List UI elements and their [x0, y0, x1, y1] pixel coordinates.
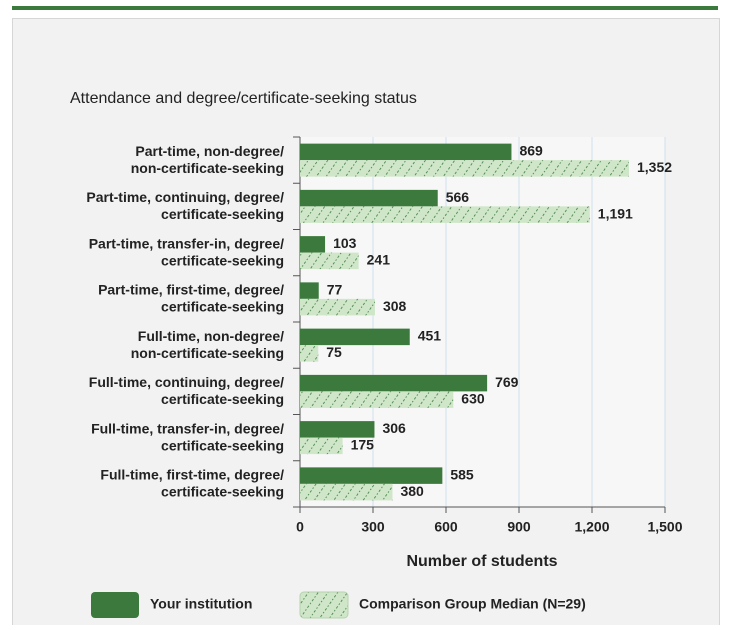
bar [300, 160, 629, 177]
bar [300, 328, 410, 346]
bar [300, 189, 438, 207]
bar [300, 391, 454, 408]
legend-swatch [91, 592, 139, 618]
y-tick-label: Part-time, continuing, degree/ [86, 189, 284, 205]
value-label: 1,191 [598, 205, 633, 221]
y-tick-label: certificate-seeking [161, 206, 284, 222]
value-label: 77 [327, 281, 343, 297]
bar [300, 421, 375, 438]
bar [300, 374, 488, 392]
y-tick-label: non-certificate-seeking [131, 160, 284, 176]
y-tick-label: Part-time, transfer-in, degree/ [89, 235, 284, 251]
x-tick-label: 300 [361, 519, 385, 535]
value-label: 380 [400, 483, 424, 499]
value-label: 308 [383, 298, 407, 314]
y-tick-label: certificate-seeking [161, 252, 284, 268]
y-tick-label: certificate-seeking [161, 299, 284, 315]
x-tick-label: 1,500 [647, 519, 682, 535]
y-tick-label: Full-time, non-degree/ [138, 328, 284, 344]
x-axis-label: Number of students [406, 553, 557, 570]
value-label: 175 [351, 437, 375, 453]
bar [300, 206, 590, 223]
bar [300, 298, 375, 316]
chart-title: Attendance and degree/certificate-seekin… [70, 90, 417, 107]
value-label: 75 [326, 344, 342, 360]
legend-label: Comparison Group Median (N=29) [359, 596, 586, 612]
y-tick-label: Part-time, first-time, degree/ [98, 282, 284, 298]
value-label: 103 [333, 235, 357, 251]
bar [300, 345, 319, 362]
value-label: 241 [367, 252, 391, 268]
legend-swatch [299, 591, 349, 619]
y-tick-label: Full-time, first-time, degree/ [100, 467, 284, 483]
value-label: 306 [382, 420, 406, 436]
y-tick-label: certificate-seeking [161, 484, 284, 500]
y-tick-label: Part-time, non-degree/ [135, 143, 284, 159]
value-label: 869 [519, 143, 543, 159]
value-label: 451 [418, 328, 442, 344]
y-tick-label: non-certificate-seeking [131, 345, 284, 361]
value-label: 585 [450, 466, 474, 482]
value-label: 1,352 [637, 159, 672, 175]
y-tick-label: certificate-seeking [161, 391, 284, 407]
bar [300, 252, 359, 270]
top-rule [12, 6, 718, 10]
bar [300, 143, 512, 161]
y-tick-label: Full-time, continuing, degree/ [89, 374, 284, 390]
value-label: 566 [446, 189, 470, 205]
value-label: 630 [461, 390, 485, 406]
x-tick-label: 900 [507, 519, 531, 535]
legend-label: Your institution [150, 596, 252, 612]
x-tick-label: 1,200 [574, 519, 609, 535]
bar [300, 483, 393, 501]
bar [300, 236, 326, 253]
y-tick-label: Full-time, transfer-in, degree/ [91, 420, 284, 436]
bar [300, 437, 343, 455]
x-tick-label: 600 [434, 519, 458, 535]
value-label: 769 [495, 374, 519, 390]
x-tick-label: 0 [296, 519, 304, 535]
bar [300, 467, 443, 484]
y-tick-label: certificate-seeking [161, 437, 284, 453]
bar [300, 282, 319, 299]
